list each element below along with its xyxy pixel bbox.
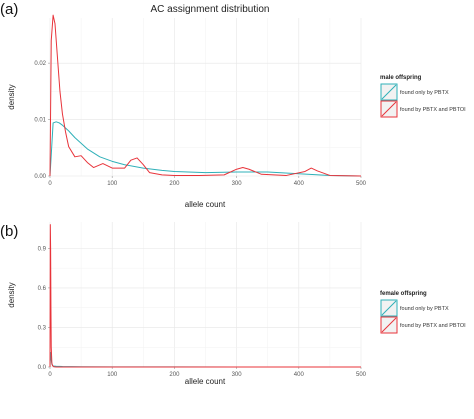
x-tick-label-b: 0 (48, 372, 52, 378)
x-tick-label-a: 400 (294, 181, 305, 187)
legend-key-pbtx-b (380, 299, 398, 317)
legend-entry-pbtx-b: found only by PBTX (400, 306, 449, 312)
x-ticks-a: 0 100 200 300 400 500 (48, 176, 367, 187)
x-tick-label-b: 300 (232, 372, 243, 378)
y-ticks-a: 0.00 0.01 0.02 (34, 61, 50, 180)
y-tick-label-b: 0.0 (38, 365, 47, 371)
grid-a (49, 18, 362, 177)
y-tick-label-b: 0.9 (38, 246, 47, 252)
x-tick-label-b: 500 (356, 372, 367, 378)
x-tick-label-a: 300 (232, 181, 243, 187)
x-ticks-b: 0 100 200 300 400 500 (48, 367, 367, 378)
y-tick-label-a: 0.00 (34, 174, 46, 180)
panel-b-label: (b) (0, 223, 18, 240)
y-tick-label-a: 0.01 (34, 118, 46, 124)
series-line-pbtoi-b (49, 224, 361, 368)
x-tick-label-a: 100 (107, 181, 118, 187)
y-tick-label-b: 0.3 (38, 325, 47, 331)
legend-key-pbtoi-a (380, 100, 398, 118)
legend-a: male offspring found only by PBTX found … (380, 75, 466, 118)
series-line-pbtx-a (49, 121, 362, 177)
panel-a-label: (a) (0, 1, 18, 18)
legend-title-a: male offspring (380, 75, 422, 81)
x-tick-label-b: 100 (107, 372, 118, 378)
legend-entry-pbtoi-a: found by PBTX and PBTOI (400, 107, 466, 113)
legend-entry-pbtoi-b: found by PBTX and PBTOI (400, 323, 466, 329)
x-tick-label-a: 0 (48, 181, 52, 187)
x-tick-label-b: 200 (169, 372, 180, 378)
panel-a: (a) AC assignment distribution 0.000.010… (0, 1, 466, 209)
x-axis-label-a: allele count (185, 200, 226, 209)
y-tick-label-b: 0.6 (38, 286, 47, 292)
y-ticks-b: 0.0 0.3 0.6 0.9 (38, 246, 50, 371)
y-tick-label-a: 0.02 (34, 61, 46, 67)
y-axis-label-a: density (7, 84, 16, 109)
y-axis-label-b: density (7, 282, 16, 307)
legend-title-b: female offspring (380, 291, 427, 297)
series-line-pbtoi-a (49, 14, 362, 177)
x-axis-label-b: allele count (185, 377, 226, 386)
panel-b: (b) 0.0 0.3 0.6 0.9 0 100 200 300 400 500 allele… (0, 222, 466, 386)
chart-title: AC assignment distribution (151, 4, 270, 15)
legend-b: female offspring found only by PBTX foun… (380, 291, 466, 334)
series-group-a (49, 14, 362, 177)
x-tick-label-b: 400 (294, 372, 305, 378)
x-tick-label-a: 500 (356, 181, 367, 187)
legend-key-pbtoi-b (380, 316, 398, 334)
legend-entry-pbtx-a: found only by PBTX (400, 90, 449, 96)
series-group-b (49, 224, 362, 368)
legend-key-pbtx-a (380, 83, 398, 101)
x-tick-label-a: 200 (169, 181, 180, 187)
